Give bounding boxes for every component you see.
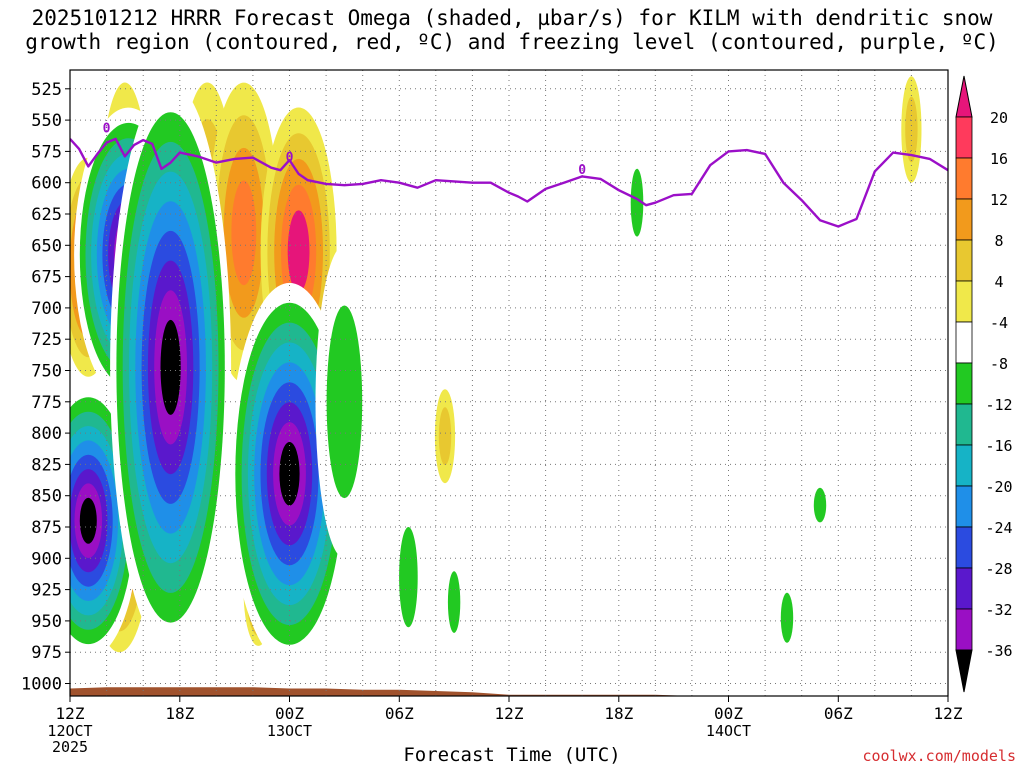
y-tick-label-14: 875: [31, 518, 62, 538]
x-tick-label-5: 18Z: [604, 704, 633, 723]
credit-text: coolwx.com/models: [862, 747, 1016, 765]
omega-shading: [70, 76, 922, 665]
freezing-level-label-1: 0: [286, 150, 294, 165]
x-tick-label-8: 12Z: [934, 704, 963, 723]
x-tick-label-0: 12Z: [56, 704, 85, 723]
colorbar-segment-9: [955, 485, 973, 528]
omega-region-4-level-4: [287, 210, 310, 293]
y-axis: 525 550 575 600 625 650 675 700 725 750 775 800 825 8…: [21, 80, 70, 695]
y-tick-label-11: 800: [31, 424, 62, 444]
x-tick-date-2: 13OCT: [267, 722, 312, 740]
x-tick-year-0: 2025: [52, 738, 88, 756]
y-tick-label-6: 675: [31, 268, 62, 288]
surface-terrain: [70, 687, 948, 696]
colorbar-label-6: -8: [990, 355, 1008, 373]
colorbar-label-0: 20: [990, 109, 1008, 127]
colorbar-label-2: 12: [990, 191, 1008, 209]
colorbar: 20 16 12 8 4 -4 -8 -12 -16 -20 -24 -28 -32 -36: [955, 75, 1013, 693]
colorbar-segment-1: [955, 157, 973, 200]
colorbar-label-4: 4: [994, 273, 1003, 291]
colorbar-label-5: -4: [990, 314, 1008, 332]
omega-region-14-level-1: [399, 527, 418, 628]
y-tick-label-17: 950: [31, 612, 62, 632]
x-tick-label-7: 06Z: [824, 704, 853, 723]
colorbar-segment-3: [955, 239, 973, 282]
colorbar-segment-0: [955, 116, 973, 159]
x-tick-date-0: 12OCT: [47, 722, 92, 740]
y-tick-label-10: 775: [31, 393, 62, 413]
surface-area: [70, 687, 948, 696]
colorbar-label-7: -12: [985, 396, 1012, 414]
y-tick-label-16: 925: [31, 581, 62, 601]
chart-title-line1: 2025101212 HRRR Forecast Omega (shaded, …: [31, 6, 993, 30]
omega-region-13-level-1: [326, 305, 363, 499]
y-tick-label-2: 575: [31, 142, 62, 162]
colorbar-segment-10: [955, 526, 973, 569]
colorbar-segment-6: [955, 362, 973, 405]
colorbar-bottom-arrow: [955, 649, 973, 693]
x-tick-label-2: 00Z: [275, 704, 304, 723]
colorbar-segment-7: [955, 403, 973, 446]
y-tick-label-19: 1000: [21, 675, 62, 695]
y-tick-label-12: 825: [31, 455, 62, 475]
freezing-level-label-0: 0: [103, 122, 111, 137]
x-tick-date-6: 14OCT: [706, 722, 751, 740]
chart-title-line2: growth region (contoured, red, ºC) and f…: [25, 30, 999, 54]
colorbar-label-8: -16: [985, 437, 1012, 455]
colorbar-label-1: 16: [990, 150, 1008, 168]
freezing-level-contour: 0 0 0: [70, 122, 948, 228]
omega-region-3-level-3: [231, 180, 257, 286]
colorbar-label-13: -36: [985, 642, 1012, 660]
x-tick-label-4: 12Z: [495, 704, 524, 723]
omega-region-15-level-1: [447, 571, 461, 633]
colorbar-segment-8: [955, 444, 973, 487]
x-axis-label: Forecast Time (UTC): [403, 744, 621, 766]
y-tick-label-18: 975: [31, 643, 62, 663]
colorbar-segment-4: [955, 280, 973, 323]
colorbar-segment-5: [955, 321, 973, 364]
x-tick-label-6: 00Z: [714, 704, 743, 723]
colorbar-label-10: -24: [985, 519, 1012, 537]
colorbar-segment-11: [955, 567, 973, 610]
omega-region-11-level-8: [160, 319, 181, 415]
y-tick-label-0: 525: [31, 80, 62, 100]
y-tick-label-9: 750: [31, 362, 62, 382]
freezing-level-label-2: 0: [578, 163, 586, 178]
y-tick-label-8: 725: [31, 330, 62, 350]
y-tick-label-1: 550: [31, 111, 62, 131]
omega-region-18-level-1: [780, 592, 794, 643]
omega-region-16-level-1: [630, 168, 644, 237]
colorbar-segment-12: [955, 608, 973, 651]
omega-region-9-level-8: [79, 497, 97, 544]
y-tick-label-5: 650: [31, 236, 62, 256]
colorbar-top-arrow: [955, 75, 973, 118]
omega-region-12-level-8: [279, 442, 300, 506]
colorbar-label-3: 8: [994, 232, 1003, 250]
y-tick-label-15: 900: [31, 549, 62, 569]
freezing-level-line: [70, 137, 948, 228]
omega-region-17-level-1: [813, 487, 827, 523]
y-tick-label-3: 600: [31, 174, 62, 194]
chart-title: 2025101212 HRRR Forecast Omega (shaded, …: [0, 6, 1024, 54]
x-tick-label-3: 06Z: [385, 704, 414, 723]
omega-region-8-level-1: [905, 96, 918, 163]
colorbar-segment-2: [955, 198, 973, 241]
omega-region-5-level-1: [438, 407, 452, 466]
colorbar-label-11: -28: [985, 560, 1012, 578]
colorbar-label-9: -20: [985, 478, 1012, 496]
x-tick-label-1: 18Z: [165, 704, 194, 723]
y-tick-label-7: 700: [31, 299, 62, 319]
colorbar-label-12: -32: [985, 601, 1012, 619]
y-tick-label-13: 850: [31, 487, 62, 507]
y-tick-label-4: 625: [31, 205, 62, 225]
